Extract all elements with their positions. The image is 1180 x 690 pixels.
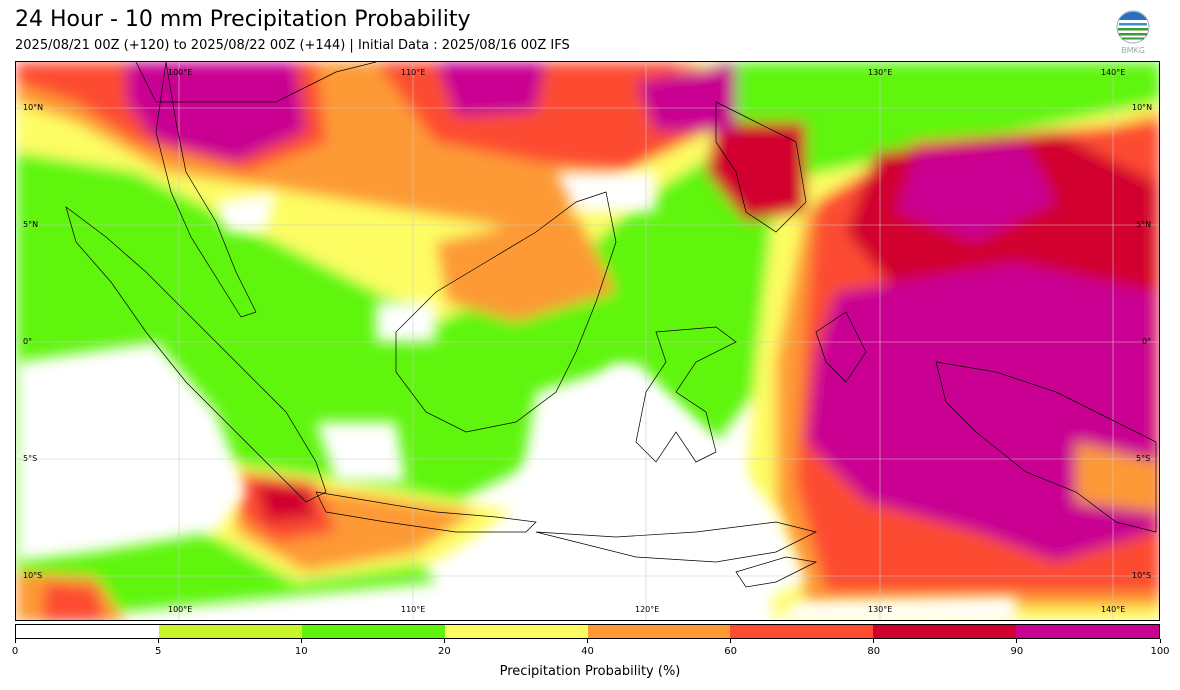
coastline-malay-peninsula <box>155 62 257 318</box>
zone-prob-0-5 <box>316 422 406 482</box>
colorbar-segment <box>301 625 445 638</box>
coastline-mainland-asia <box>135 62 377 103</box>
lat-label-left: 5°N <box>23 220 39 229</box>
zone-prob-90-100 <box>1076 442 1156 512</box>
lat-label-left: 10°N <box>23 103 44 112</box>
lon-label-bottom: 130°E <box>868 605 893 614</box>
lon-label-top: 130°E <box>868 68 893 77</box>
colorbar-tick-label: 60 <box>724 646 737 657</box>
lat-label-right: 10°N <box>1132 103 1153 112</box>
zone-prob-90-100 <box>636 62 736 132</box>
colorbar-segment <box>444 625 588 638</box>
probability-field <box>16 62 1159 620</box>
zone-prob-0-5 <box>216 192 276 232</box>
lat-label-left: 0° <box>23 337 33 346</box>
coastline-timor <box>735 556 818 588</box>
zone-prob-90-100 <box>436 62 546 117</box>
colorbar-tick-label: 80 <box>867 646 881 657</box>
lat-label-right: 5°N <box>1136 220 1152 229</box>
colorbar-tick-mark <box>1016 639 1018 643</box>
zone-prob-0-5 <box>456 362 806 612</box>
bmkg-logo-icon: BMKG <box>1114 10 1152 56</box>
colorbar-segment <box>158 625 302 638</box>
coastline-lesser-sunda <box>535 521 818 563</box>
lon-label-bottom: 140°E <box>1101 605 1126 614</box>
lat-label-right: 5°S <box>1136 454 1151 463</box>
colorbar-tick-label: 5 <box>154 646 162 657</box>
coastline-halmahera <box>815 311 867 383</box>
colorbar-tick-label: 40 <box>581 646 594 657</box>
coastline-sulawesi <box>635 326 737 463</box>
colorbar-segment <box>730 625 874 638</box>
colorbar-tick-mark <box>730 639 732 643</box>
zone-prob-0-5 <box>16 342 246 562</box>
colorbar-tick-label: 90 <box>1010 646 1024 657</box>
colorbar-tick-mark <box>14 639 16 643</box>
coastline-java <box>315 491 537 533</box>
lat-label-right: 10°S <box>1132 571 1152 580</box>
colorbar-segment <box>16 625 159 638</box>
coastline-sumatra <box>65 206 327 503</box>
colorbar-label: Precipitation Probability (%) <box>499 664 681 679</box>
lon-label-top: 140°E <box>1101 68 1126 77</box>
colorbar-tick-mark <box>587 639 588 643</box>
zone-prob-40-60 <box>436 212 616 322</box>
lat-label-left: 10°S <box>23 571 43 580</box>
page-title: 24 Hour - 10 mm Precipitation Probabilit… <box>15 7 471 32</box>
colorbar-tick-label: 100 <box>1150 646 1170 657</box>
map-canvas <box>16 62 1159 620</box>
colorbar-tick-label: 10 <box>294 646 308 657</box>
zone-prob-80-90 <box>706 122 806 222</box>
zone-prob-90-100 <box>806 262 1156 562</box>
graticule <box>16 62 1159 620</box>
lon-label-bottom: 100°E <box>168 605 193 614</box>
colorbar-segment <box>1016 625 1159 638</box>
zone-prob-0-5 <box>778 597 1016 620</box>
colorbar <box>15 624 1160 639</box>
lon-label-bottom: 110°E <box>401 605 426 614</box>
colorbar-segment <box>587 625 731 638</box>
colorbar-tick-mark <box>873 639 875 643</box>
precipitation-map: 100°E 110°E 130°E 140°E 100°E 110°E 120°… <box>15 61 1160 621</box>
coastline-philippines <box>715 101 807 233</box>
lon-label-bottom: 120°E <box>635 605 660 614</box>
page-subtitle: 2025/08/21 00Z (+120) to 2025/08/22 00Z … <box>15 38 570 53</box>
lon-label-top: 100°E <box>168 68 193 77</box>
coastline-borneo <box>395 191 617 433</box>
zone-prob-80-90 <box>256 482 316 522</box>
colorbar-tick-mark <box>1159 639 1161 643</box>
zone-prob-90-100 <box>126 62 306 162</box>
coastlines <box>65 62 1157 588</box>
lon-label-top: 110°E <box>401 68 426 77</box>
colorbar-tick-mark <box>300 639 302 643</box>
coastline-new-guinea <box>935 361 1157 533</box>
colorbar-segment <box>873 625 1017 638</box>
logo-text: BMKG <box>1121 46 1145 55</box>
lat-label-right: 0° <box>1142 337 1152 346</box>
zone-prob-60-80 <box>41 582 106 620</box>
colorbar-tick-mark <box>157 639 159 643</box>
colorbar-tick-label: 20 <box>438 646 451 657</box>
lat-label-left: 5°S <box>23 454 38 463</box>
colorbar-tick-label: 0 <box>11 646 19 657</box>
colorbar-tick-mark <box>443 639 445 643</box>
zone-prob-90-100 <box>896 142 1056 242</box>
